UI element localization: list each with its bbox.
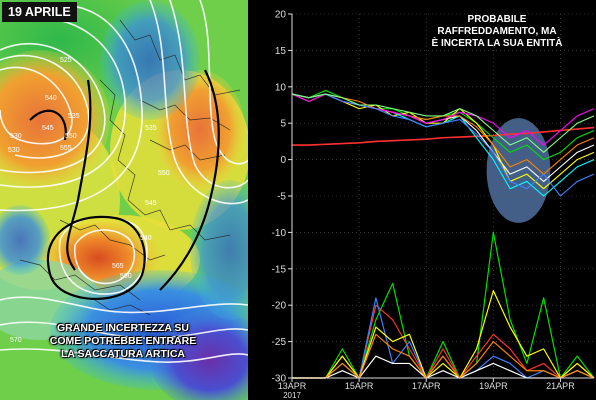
contour-label: 545 xyxy=(145,200,157,207)
contour-label: 550 xyxy=(65,133,77,140)
map-caption-line: GRANDE INCERTEZZA SU xyxy=(56,322,190,334)
precip-series-line xyxy=(292,333,595,379)
y-tick-label: 0 xyxy=(280,155,286,166)
temperature-series-line xyxy=(291,93,595,197)
temperature-series-line xyxy=(291,89,595,161)
y-tick-label: -5 xyxy=(277,192,286,203)
x-tick-label: 19APR xyxy=(479,381,508,391)
contour-label: 530 xyxy=(10,133,22,140)
chart-annotation: PROBABILE RAFFREDDAMENTO, MA È INCERTA L… xyxy=(412,14,582,50)
geopotential-map-image: 525 530 530 535 540 545 550 555 560 565 … xyxy=(0,0,248,400)
annotation-line: È INCERTA LA SUA ENTITÀ xyxy=(431,38,563,49)
contour-label: 560 xyxy=(120,273,132,280)
contour-label: 535 xyxy=(145,125,157,132)
contour-label: 550 xyxy=(158,170,170,177)
y-tick-label: -20 xyxy=(272,301,287,312)
contour-label: 545 xyxy=(42,125,54,132)
y-tick-label: -30 xyxy=(272,374,287,385)
x-tick-label: 17APR xyxy=(412,381,441,391)
precip-series-line xyxy=(292,297,595,379)
y-tick-label: 10 xyxy=(275,82,287,93)
forecast-map: 525 530 530 535 540 545 550 555 560 565 … xyxy=(0,0,248,400)
contour-labels: 525 530 530 535 540 545 550 555 560 565 … xyxy=(8,57,170,344)
map-caption-line: LA SACCATURA ARTICA xyxy=(60,348,186,360)
y-tick-label: 5 xyxy=(280,119,286,130)
x-tick-label: 21APR xyxy=(546,381,575,391)
contour-label: 525 xyxy=(60,57,72,64)
contour-label: 570 xyxy=(10,337,22,344)
y-tick-label: -25 xyxy=(272,337,287,348)
contour-label: 540 xyxy=(45,95,57,102)
precip-series-line xyxy=(292,290,595,379)
map-date-label: 19 APRILE xyxy=(2,2,77,22)
x-tick-label: 15APR xyxy=(345,381,374,391)
contour-label: 565 xyxy=(112,263,124,270)
contour-label: 535 xyxy=(68,113,80,120)
x-tick-sublabel: 2017 xyxy=(283,391,301,400)
temperature-series-line xyxy=(291,93,595,153)
y-tick-label: 15 xyxy=(275,46,287,57)
annotation-line: PROBABILE xyxy=(467,14,527,25)
reference-series-line xyxy=(292,126,595,146)
y-tick-label: -10 xyxy=(272,228,287,239)
map-caption-line: COME POTREBBE ENTRARE xyxy=(49,335,197,347)
x-tick-label: 13APR xyxy=(278,381,307,391)
contour-label: 530 xyxy=(8,147,20,154)
contour-label: 540 xyxy=(140,235,152,242)
y-tick-label: -15 xyxy=(272,264,287,275)
y-tick-label: 20 xyxy=(275,10,287,21)
contour-label: 555 xyxy=(60,145,72,152)
map-caption: GRANDE INCERTEZZA SU COME POTREBBE ENTRA… xyxy=(28,322,218,361)
precip-series-line xyxy=(292,231,595,379)
annotation-line: RAFFREDDAMENTO, MA xyxy=(437,26,557,37)
